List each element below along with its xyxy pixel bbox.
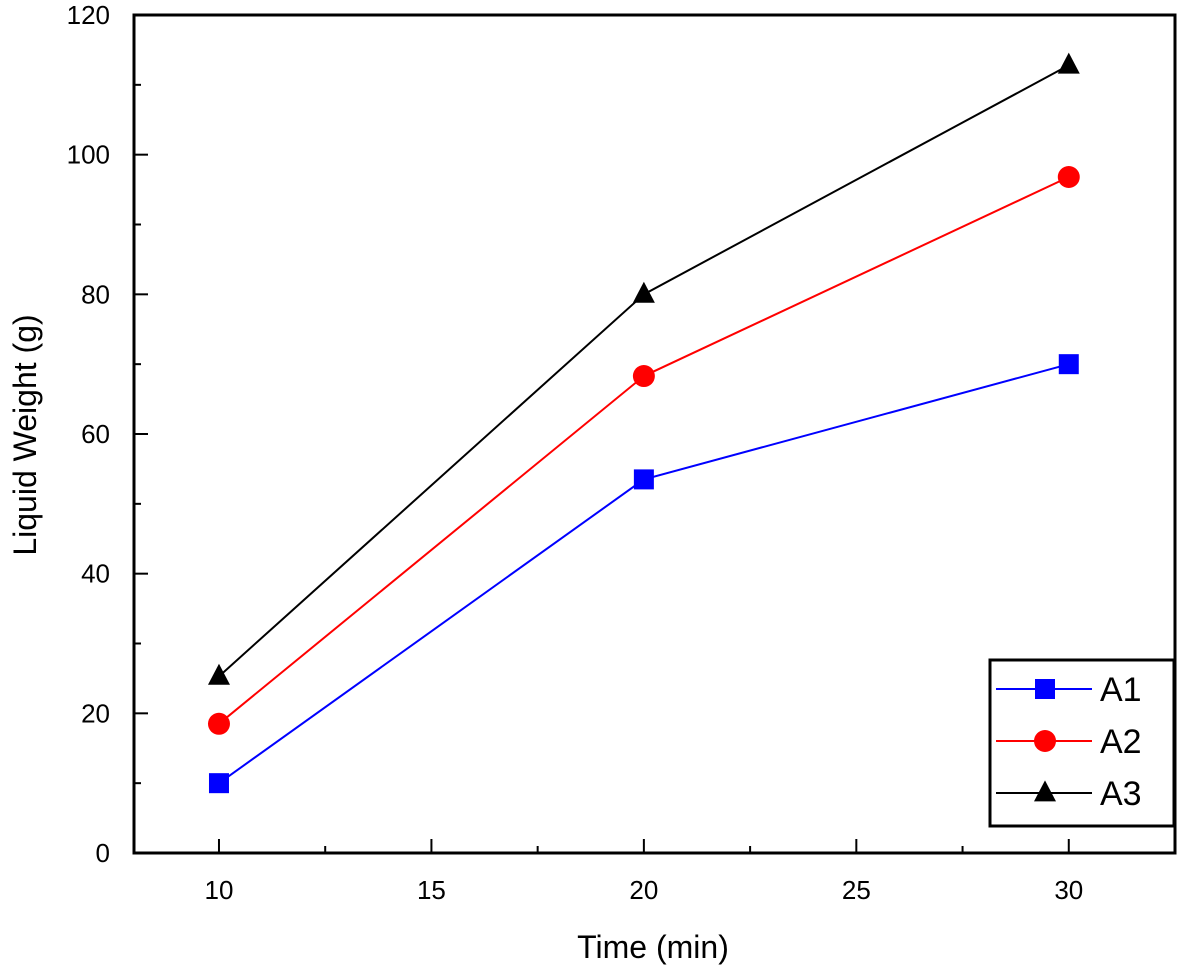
data-point-a1 <box>633 469 654 490</box>
series-line-a1 <box>218 363 1070 784</box>
data-point-a3 <box>632 281 655 303</box>
legend-label: A1 <box>1100 671 1142 709</box>
y-tick-label: 60 <box>81 419 110 449</box>
series-a3 <box>207 52 1080 685</box>
legend-item-a2: A2 <box>996 723 1142 761</box>
series-a1 <box>208 354 1079 794</box>
legend-marker <box>1034 780 1056 802</box>
data-point-a3 <box>1057 52 1080 74</box>
series-layer <box>207 52 1080 794</box>
legend-box <box>988 658 1176 828</box>
legend-label: A2 <box>1100 723 1142 761</box>
y-tick-label: 80 <box>81 279 110 309</box>
x-tick-label: 25 <box>842 875 871 905</box>
x-tick-label: 20 <box>629 875 658 905</box>
legend-item-a1: A1 <box>996 671 1142 709</box>
data-point-a2 <box>632 365 655 388</box>
data-point-a2 <box>1057 166 1080 189</box>
y-tick-label: 40 <box>81 559 110 589</box>
y-tick-label: 100 <box>67 140 110 170</box>
y-tick-label: 20 <box>81 698 110 728</box>
x-axis-title: Time (min) <box>577 929 729 965</box>
legend-marker <box>1034 730 1056 752</box>
series-a2 <box>207 166 1080 735</box>
data-point-a1 <box>1058 354 1079 375</box>
legend: A1 A2 A3 <box>988 658 1176 828</box>
legend-marker <box>1035 679 1055 699</box>
y-tick-label: 120 <box>67 0 110 30</box>
data-point-a2 <box>207 712 230 735</box>
x-tick-label: 30 <box>1054 875 1083 905</box>
legend-item-a3: A3 <box>996 775 1142 813</box>
y-axis-title: Liquid Weight (g) <box>7 314 43 555</box>
x-tick-label: 10 <box>205 875 234 905</box>
y-tick-label: 0 <box>96 838 110 868</box>
x-tick-label: 15 <box>417 875 446 905</box>
series-line-a2 <box>218 176 1070 725</box>
legend-label: A3 <box>1100 775 1142 813</box>
y-axis: 0 20 40 60 80 100 120 <box>67 0 148 868</box>
data-point-a3 <box>207 663 230 685</box>
data-point-a1 <box>208 773 229 794</box>
x-axis: 10 15 20 25 30 <box>205 839 1083 905</box>
